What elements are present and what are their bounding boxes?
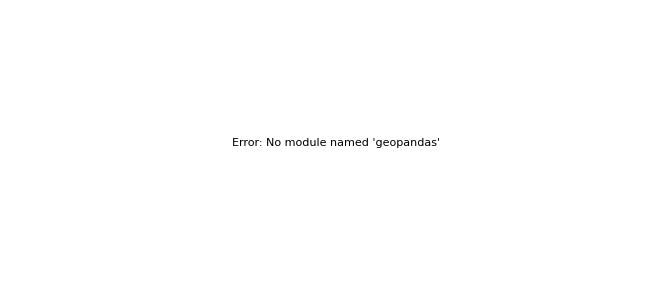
- Text: Error: No module named 'geopandas': Error: No module named 'geopandas': [232, 137, 440, 148]
